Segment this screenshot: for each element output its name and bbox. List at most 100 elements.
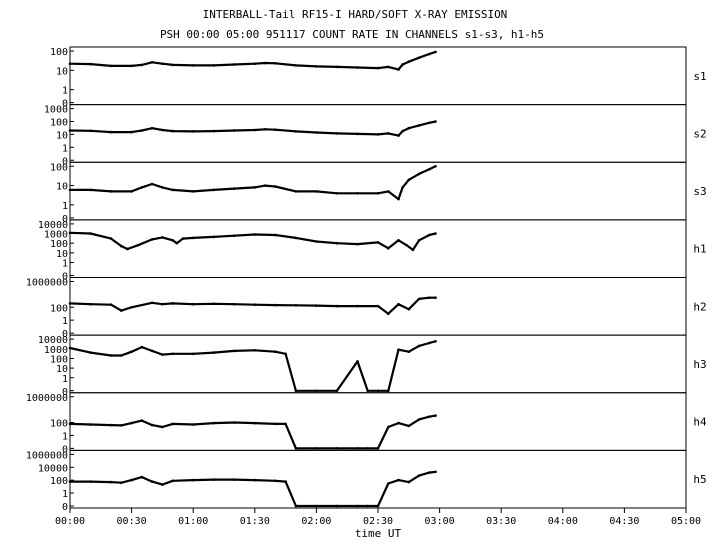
data-point-h4: [109, 423, 113, 427]
data-point-h2: [315, 304, 318, 307]
data-point-h2: [171, 302, 174, 305]
data-point-s3: [397, 197, 400, 201]
data-point-s3: [253, 186, 257, 189]
data-point-h1: [335, 241, 339, 245]
y-tick-label: 10: [56, 66, 68, 77]
y-tick-label: 0: [62, 329, 68, 340]
data-point-s1: [263, 61, 267, 65]
x-tick-label: 04:00: [548, 516, 578, 527]
data-point-h2: [120, 309, 123, 312]
y-tick-label: 10: [56, 182, 68, 193]
data-point-s2: [335, 132, 339, 135]
data-point-s3: [109, 190, 113, 193]
series-line-s2: [69, 120, 436, 137]
data-point-h3: [109, 354, 113, 357]
data-point-h5: [233, 478, 236, 481]
panel-name-h2: h2: [693, 300, 706, 313]
x-tick-label: 00:30: [117, 516, 147, 527]
y-tick-label: 1: [62, 201, 68, 212]
data-point-h2: [274, 303, 277, 307]
data-point-h3: [150, 349, 154, 353]
y-tick-label: 100: [50, 118, 68, 129]
y-tick-label: 100: [50, 239, 68, 250]
data-point-s1: [387, 65, 390, 69]
data-point-s2: [109, 130, 113, 134]
data-point-h3: [335, 389, 339, 393]
data-point-h3: [387, 389, 390, 393]
panel-name-s2: s2: [693, 127, 706, 140]
data-point-h1: [89, 232, 92, 235]
y-tick-label: 1000000: [26, 450, 68, 461]
data-point-h3: [294, 389, 298, 393]
data-point-h4: [376, 447, 380, 450]
data-point-s3: [376, 192, 380, 195]
panel-frame: [69, 46, 687, 106]
data-point-h3: [120, 354, 123, 357]
data-point-s2: [171, 129, 174, 133]
data-point-h2: [89, 302, 92, 306]
y-tick-label: 0: [62, 387, 68, 398]
data-point-h4: [294, 447, 298, 450]
y-tick-label: 1: [62, 489, 68, 500]
data-point-h1: [253, 233, 257, 236]
data-point-s2: [130, 130, 133, 134]
data-point-s3: [89, 188, 92, 192]
x-tick-label: 02:00: [301, 516, 331, 527]
panels-group: 1001010s110001001010s21001010s3100001000…: [26, 46, 707, 513]
data-point-s1: [150, 61, 154, 64]
y-tick-label: 10000: [38, 335, 68, 346]
data-point-h2: [68, 302, 72, 305]
data-point-h5: [120, 481, 123, 485]
data-point-h2: [335, 304, 339, 308]
data-point-h3: [233, 349, 236, 353]
data-point-s3: [171, 188, 174, 192]
data-point-s1: [356, 66, 359, 69]
data-point-s3: [150, 182, 154, 186]
data-point-s2: [315, 131, 318, 134]
data-point-h5: [397, 478, 400, 482]
data-point-h3: [366, 389, 370, 393]
data-point-s3: [161, 186, 164, 189]
data-point-h1: [417, 239, 421, 242]
data-point-h1: [434, 232, 437, 235]
data-point-h4: [212, 421, 215, 425]
data-point-s2: [417, 124, 421, 127]
panel-frame: [69, 449, 687, 509]
data-point-s1: [397, 68, 400, 71]
data-point-h3: [253, 349, 257, 352]
panel-name-h5: h5: [693, 473, 706, 486]
data-point-h3: [68, 346, 72, 350]
data-point-s1: [191, 64, 195, 67]
data-point-s2: [434, 120, 437, 123]
data-point-s3: [263, 184, 267, 187]
data-point-h2: [191, 302, 195, 306]
data-point-s3: [335, 192, 339, 195]
data-point-h4: [434, 414, 437, 417]
data-point-h3: [212, 351, 215, 354]
data-point-h3: [89, 351, 92, 354]
data-point-s1: [428, 52, 431, 56]
data-point-s2: [253, 128, 257, 132]
data-point-s3: [417, 172, 421, 176]
panel-frame: [69, 219, 687, 278]
data-point-h1: [126, 247, 129, 251]
data-point-s1: [253, 62, 257, 65]
data-point-s1: [109, 64, 113, 68]
y-tick-label: 10000: [38, 220, 68, 231]
data-point-h5: [212, 478, 215, 481]
x-axis: 00:00 00:30 01:00 01:30 02:00 02:30 03:00 03:30…: [55, 508, 701, 527]
x-tick-label: 04:30: [609, 516, 639, 527]
data-point-h4: [89, 423, 92, 426]
data-point-h2: [150, 301, 154, 305]
y-tick-label: 1: [62, 259, 68, 270]
data-point-h4: [171, 422, 174, 426]
data-point-h2: [428, 296, 431, 300]
panel-name-h3: h3: [693, 358, 706, 371]
data-point-h1: [428, 233, 431, 237]
series-line-h5: [70, 470, 436, 508]
y-tick-label: 1000: [44, 230, 68, 241]
data-point-s1: [130, 64, 133, 68]
data-point-h3: [428, 341, 431, 345]
data-point-h5: [284, 480, 287, 483]
data-point-s2: [161, 128, 164, 132]
